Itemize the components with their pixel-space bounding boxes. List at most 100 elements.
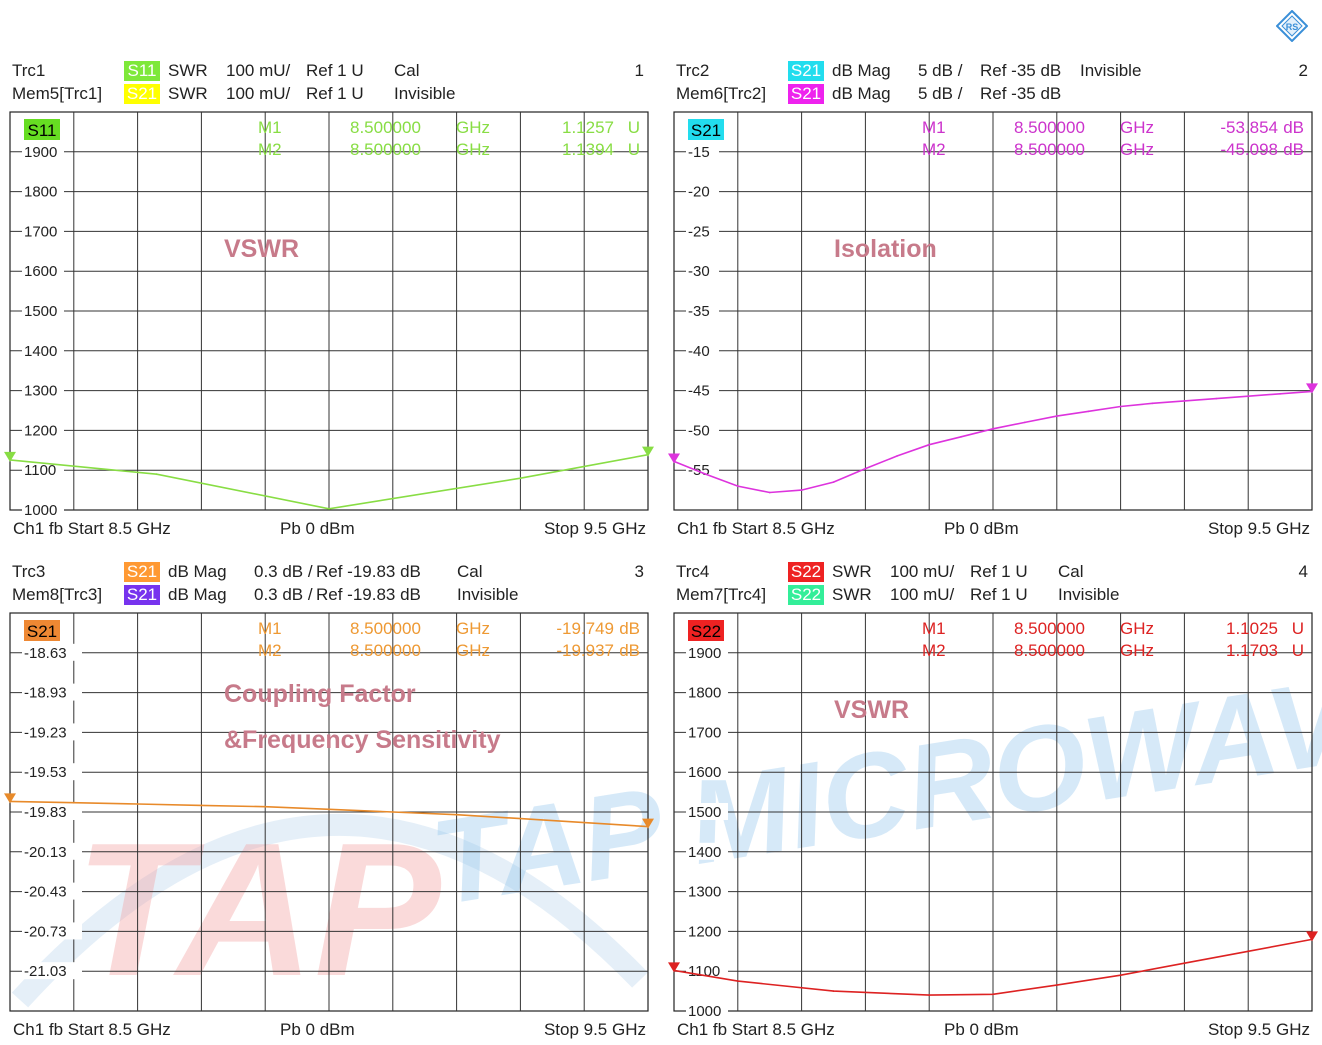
y-tick-bg <box>686 803 728 820</box>
trace-format: SWR <box>168 84 208 103</box>
y-tick-label: 1900 <box>688 645 721 662</box>
trace-name: Mem8[Trc3] <box>12 585 102 604</box>
marker-m2-flag <box>1306 383 1318 394</box>
y-tick-bg <box>686 222 719 240</box>
marker-value: -53.854 <box>1220 118 1278 137</box>
y-tick-label: -21.03 <box>24 963 67 980</box>
trace-point <box>200 804 203 807</box>
y-tick-bg <box>22 341 64 359</box>
marker-frequency: 8.500000 <box>1014 619 1085 638</box>
y-tick-label: 1100 <box>688 963 720 980</box>
trace-tag: S22 <box>688 620 724 641</box>
y-tick-bg <box>22 922 82 940</box>
trace-badge <box>788 84 824 104</box>
y-tick-label: -30 <box>688 263 710 280</box>
trace-format: dB Mag <box>832 61 891 80</box>
trace-point <box>832 990 835 992</box>
trace-point <box>864 467 867 470</box>
trace-header-1: Mem6[Trc2] S21 dB Mag 5 dB / Ref -35 dB <box>676 84 1061 104</box>
trace-point <box>960 435 962 438</box>
trace-header-1: Mem7[Trc4] S22 SWR 100 mU/Ref 1 U Invisible <box>676 585 1119 605</box>
annotation-label: &Frequency Sensitivity <box>224 726 501 754</box>
trace-ref: Ref 1 U <box>306 84 364 103</box>
y-tick-label: 1800 <box>688 685 721 702</box>
trace-scale: 0.3 dB / <box>254 585 313 604</box>
marker-name: M1 <box>258 619 282 638</box>
trace-tag: S11 <box>24 119 60 140</box>
footer-power: Pb 0 dBm <box>280 519 355 538</box>
trace-point <box>1024 421 1026 424</box>
trace-format: dB Mag <box>168 585 227 604</box>
y-tick-bg <box>22 222 64 240</box>
marker-value-unit: dB <box>619 641 640 660</box>
y-tick-label: -19.83 <box>24 804 67 821</box>
y-tick-bg <box>22 262 64 280</box>
y-tick-bg <box>22 461 64 479</box>
trace-badge <box>788 562 824 582</box>
y-tick-label: 1100 <box>24 462 56 479</box>
trace-point <box>992 993 994 996</box>
y-tick-label: -19.53 <box>24 764 67 781</box>
trace-point <box>768 491 771 494</box>
trace-point <box>328 507 330 510</box>
footer-stop: Stop 9.5 GHz <box>1208 519 1310 538</box>
marker-freq-unit: GHz <box>1120 118 1154 137</box>
marker-frequency: 8.500000 <box>1014 118 1085 137</box>
y-tick-bg <box>22 763 82 781</box>
trace-ref: Ref -19.83 dB <box>316 585 421 604</box>
trace-ref: Ref 1 U <box>970 562 1028 581</box>
y-tick-bg <box>686 1002 728 1019</box>
trace-point <box>1247 395 1250 398</box>
trace-point <box>1247 950 1250 953</box>
y-tick-label: -19.23 <box>24 724 67 741</box>
marker-name: M1 <box>922 619 946 638</box>
watermark-swoosh <box>11 813 648 1008</box>
trace-tag-box <box>24 119 60 140</box>
trace-tag: S21 <box>688 119 724 140</box>
y-tick-bg <box>686 142 719 160</box>
trace-tag-label: S22 <box>691 622 721 641</box>
annotation-label: Coupling Factor <box>224 680 416 708</box>
trace-header-1: Mem8[Trc3] S21 dB Mag 0.3 dB / Ref -19.83 dB… <box>12 585 518 605</box>
trace-scale: 0.3 dB / <box>254 562 313 581</box>
y-tick-bg <box>686 302 719 319</box>
trace-point <box>736 485 739 487</box>
y-tick-label: -20.43 <box>24 884 67 901</box>
trace-point <box>1055 984 1058 986</box>
trace-name: Mem7[Trc4] <box>676 585 766 604</box>
trace-tag-box <box>24 620 60 641</box>
marker-freq-unit: GHz <box>456 619 490 638</box>
marker-name: M2 <box>922 641 946 660</box>
marker-value: 1.1394 <box>562 140 614 159</box>
marker-freq-unit: GHz <box>1120 619 1154 638</box>
y-tick-bg <box>22 882 82 900</box>
marker-m1-flag <box>4 451 16 462</box>
y-tick-bg <box>22 842 82 860</box>
y-tick-label: 1000 <box>688 1003 721 1020</box>
trace-scale: 100 mU/ <box>890 562 955 581</box>
y-tick-label: -20.13 <box>24 844 67 861</box>
marker-m2-flag <box>1306 931 1318 942</box>
trace-point <box>1183 962 1186 965</box>
y-tick-label: -40 <box>688 343 710 360</box>
marker-value-unit: U <box>1292 619 1304 638</box>
trace-format: dB Mag <box>832 84 891 103</box>
trace-point <box>155 473 158 476</box>
trace-ref: Ref 1 U <box>970 585 1028 604</box>
plot-grid <box>9 612 649 1012</box>
trace-ref: Ref -35 dB <box>980 84 1061 103</box>
y-tick-label: 1200 <box>688 923 721 940</box>
trace-ref: Ref 1 U <box>306 61 364 80</box>
plot-grid <box>673 111 1313 511</box>
marker-frequency: 8.500000 <box>350 140 421 159</box>
marker-frequency: 8.500000 <box>350 118 421 137</box>
y-tick-bg <box>686 882 728 900</box>
footer-start: Ch1 fb Start 8.5 GHz <box>677 1020 835 1039</box>
chart-panel-2: Trc2 S21 dB Mag 5 dB / Ref -35 dB Invisible Me… <box>668 61 1318 538</box>
marker-value: 1.1025 <box>1226 619 1278 638</box>
marker-freq-unit: GHz <box>1120 140 1154 159</box>
y-tick-bg <box>686 922 728 940</box>
marker-name: M2 <box>258 140 282 159</box>
y-tick-bg <box>22 803 82 820</box>
trace-badge-label: S11 <box>128 61 157 80</box>
